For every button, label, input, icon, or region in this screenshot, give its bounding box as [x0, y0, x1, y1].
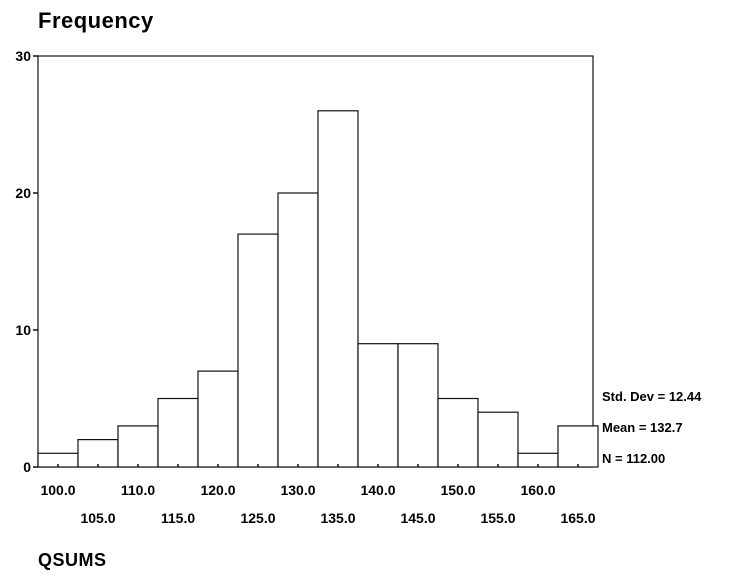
- x-tick-label: 150.0: [440, 482, 475, 498]
- histogram-bar-140.0: [357, 343, 399, 468]
- histogram-bar-110.0: [117, 425, 159, 468]
- x-tick-label: 125.0: [240, 510, 275, 526]
- y-tick-label: 10: [15, 322, 31, 338]
- y-tick-label: 20: [15, 185, 31, 201]
- stat-std-dev: Std. Dev = 12.44: [602, 389, 702, 404]
- bars-group: [37, 110, 599, 468]
- histogram-bar-125.0: [237, 233, 279, 468]
- x-tick-label: 155.0: [480, 510, 515, 526]
- x-tick-label: 165.0: [560, 510, 595, 526]
- stat-n: N = 112.00: [602, 451, 665, 466]
- x-tick-label: 140.0: [360, 482, 395, 498]
- x-axis-label: QSUMS: [38, 550, 107, 570]
- x-tick-label: 145.0: [400, 510, 435, 526]
- x-tick-label: 105.0: [80, 510, 115, 526]
- chart-title: Frequency: [38, 8, 154, 33]
- x-tick-label: 160.0: [520, 482, 555, 498]
- histogram-bar-135.0: [317, 110, 359, 468]
- y-tick-label: 30: [15, 48, 31, 64]
- x-tick-label: 130.0: [280, 482, 315, 498]
- histogram-bar-155.0: [477, 411, 519, 468]
- stat-mean: Mean = 132.7: [602, 420, 683, 435]
- x-tick-label: 120.0: [200, 482, 235, 498]
- x-tick-label: 115.0: [161, 510, 195, 526]
- histogram-bar-115.0: [157, 397, 199, 468]
- histogram-bar-130.0: [277, 192, 319, 468]
- y-axis-ticks: 0 10 20 30: [15, 48, 38, 475]
- histogram-bar-150.0: [437, 397, 479, 468]
- histogram-bar-145.0: [397, 343, 439, 468]
- histogram-bar-165.0: [557, 425, 599, 468]
- histogram-bar-105.0: [77, 439, 119, 468]
- x-tick-label: 110.0: [121, 482, 155, 498]
- histogram-bar-120.0: [197, 370, 239, 468]
- x-axis-ticks: 100.0 110.0 120.0 130.0 140.0 150.0 160.0 105.0…: [40, 464, 596, 526]
- y-tick-label: 0: [23, 459, 31, 475]
- x-tick-label: 100.0: [40, 482, 75, 498]
- x-tick-label: 135.0: [320, 510, 355, 526]
